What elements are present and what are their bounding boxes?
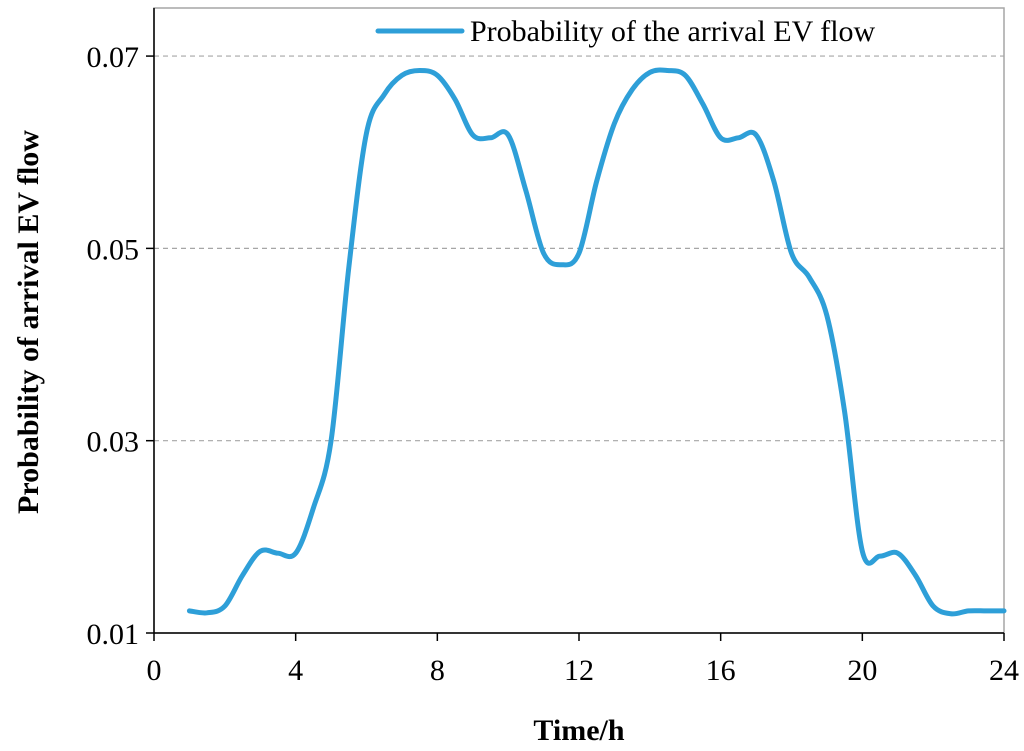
legend-label: Probability of the arrival EV flow <box>470 15 876 48</box>
x-tick-label-2: 8 <box>430 654 445 687</box>
x-tick-labels: 0 4 8 12 16 20 24 <box>147 654 1020 687</box>
plot-area-frame <box>153 7 1005 634</box>
y-axis-title: Probability of arrival EV flow <box>12 130 45 514</box>
x-tick-label-0: 0 <box>147 654 162 687</box>
legend: Probability of the arrival EV flow <box>375 15 876 48</box>
y-tick-label-0: 0.01 <box>87 618 140 651</box>
y-tick-label-2: 0.05 <box>87 233 140 266</box>
x-tick-label-6: 24 <box>989 654 1019 687</box>
x-tick-label-1: 4 <box>288 654 303 687</box>
x-tick-label-4: 16 <box>706 654 736 687</box>
series-line-0 <box>186 67 1007 617</box>
series-lines <box>186 67 1007 617</box>
x-tick-label-3: 12 <box>564 654 594 687</box>
y-tick-labels: 0.01 0.03 0.05 0.07 <box>87 41 140 651</box>
x-axis-title: Time/h <box>533 714 624 747</box>
y-tick-label-3: 0.07 <box>87 41 140 74</box>
x-tick-label-5: 20 <box>847 654 877 687</box>
axes <box>146 8 1005 641</box>
y-tick-label-1: 0.03 <box>87 426 140 459</box>
